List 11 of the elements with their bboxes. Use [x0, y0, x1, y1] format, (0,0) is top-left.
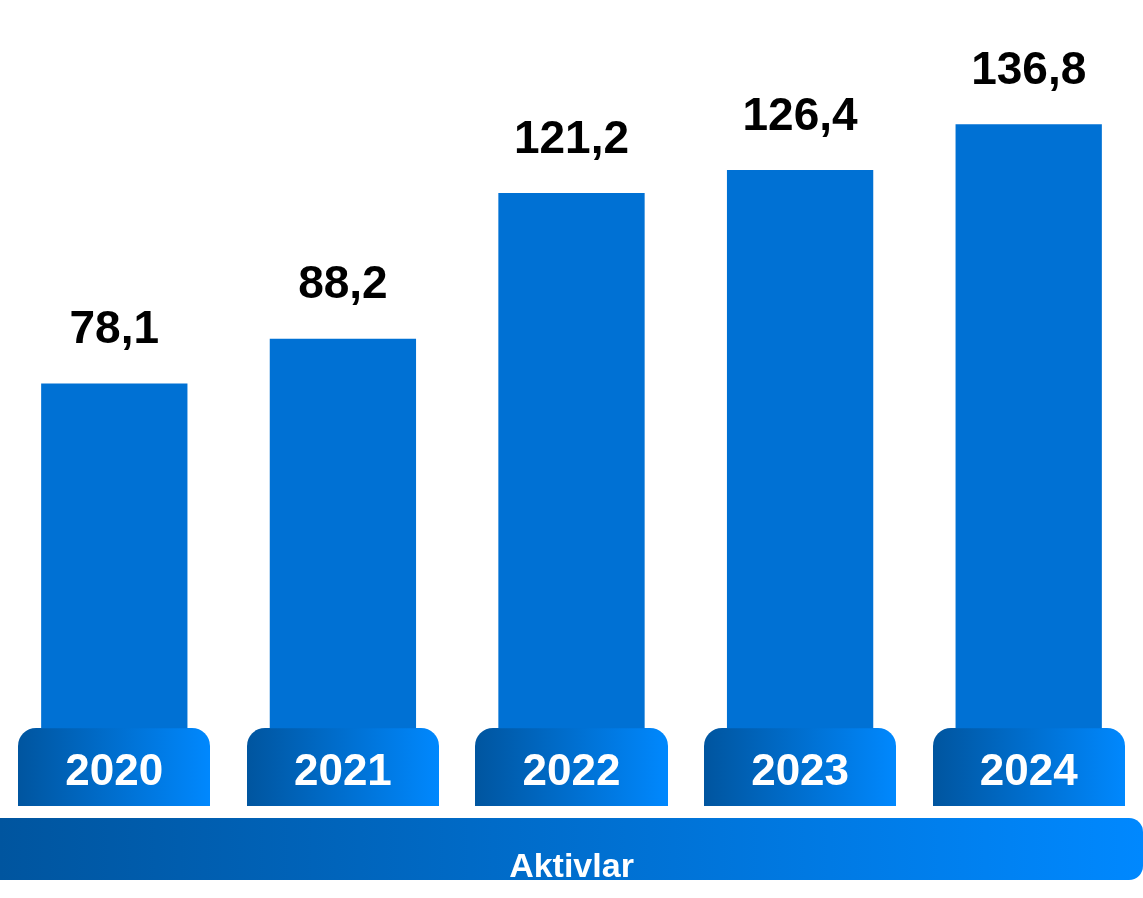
x-tick-label: 2022 — [522, 744, 621, 794]
x-tick-label: 2023 — [751, 744, 850, 794]
x-tick-label: 2020 — [65, 744, 164, 794]
data-label: 136,8 — [971, 41, 1087, 94]
data-label: 126,4 — [742, 87, 859, 140]
x-tick-label: 2021 — [293, 744, 392, 794]
data-label: 78,1 — [69, 301, 160, 354]
x-tick-label: 2024 — [979, 744, 1079, 794]
x-axis-title: Aktivlar — [509, 845, 634, 884]
data-label: 121,2 — [513, 110, 630, 163]
data-label: 88,2 — [298, 256, 388, 309]
